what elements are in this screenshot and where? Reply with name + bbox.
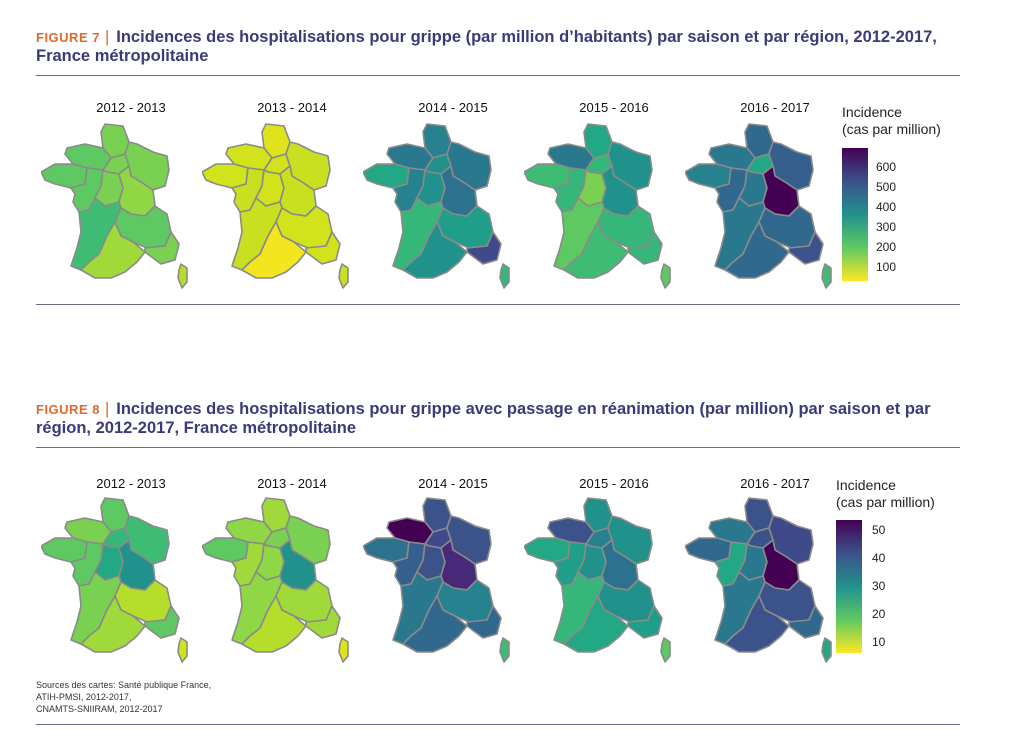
season-label: 2015 - 2016 <box>579 100 649 115</box>
region-corse <box>338 263 349 289</box>
region-provence-alpes-cote-d-azur <box>144 605 180 639</box>
france-map <box>41 497 188 663</box>
color-scale-bar <box>842 148 868 281</box>
legend-tick: 40 <box>872 551 886 565</box>
region-corse <box>499 263 510 289</box>
page-bottom-rule <box>36 724 960 725</box>
legend-title-line2: (cas par million) <box>842 121 941 137</box>
region-provence-alpes-cote-d-azur <box>305 231 341 265</box>
legend: Incidence (cas par million) 50 40 30 20 … <box>836 477 935 653</box>
figure-7-title-text: Incidences des hospitalisations pour gri… <box>36 28 937 65</box>
legend-title-line1: Incidence <box>836 477 896 493</box>
region-occitanie <box>724 221 790 279</box>
sources-note: Sources des cartes: Santé publique Franc… <box>36 679 211 715</box>
region-provence-alpes-cote-d-azur <box>144 231 180 265</box>
legend-tick: 20 <box>872 607 886 621</box>
region-bretagne <box>41 537 88 563</box>
region-bretagne <box>524 537 571 563</box>
season-label: 2014 - 2015 <box>418 100 488 115</box>
region-corse <box>499 637 510 663</box>
legend-title-line1: Incidence <box>842 104 902 120</box>
sources-line: ATIH-PMSI, 2012-2017, <box>36 692 132 702</box>
season-label: 2014 - 2015 <box>418 476 488 491</box>
legend-tick: 100 <box>876 260 897 274</box>
figure-7-number: FIGURE 7 <box>36 30 100 45</box>
title-separator: | <box>104 28 110 46</box>
region-bretagne <box>202 163 249 189</box>
france-map <box>685 123 832 289</box>
region-corse <box>821 263 832 289</box>
sources-line: Sources des cartes: Santé publique Franc… <box>36 680 212 690</box>
legend-tick: 10 <box>872 635 886 649</box>
color-scale-bar <box>836 520 862 653</box>
legend-tick: 200 <box>876 240 897 254</box>
region-corse <box>338 637 349 663</box>
france-map <box>524 123 671 289</box>
region-occitanie <box>80 221 146 279</box>
figure-7-title: FIGURE 7 | Incidences des hospitalisations… <box>36 28 960 66</box>
season-label: 2015 - 2016 <box>579 476 649 491</box>
region-bretagne <box>685 537 732 563</box>
region-bretagne <box>41 163 88 189</box>
region-provence-alpes-cote-d-azur <box>788 231 824 265</box>
region-bretagne <box>363 163 410 189</box>
figure-8: FIGURE 8 | Incidences des hospitalisations… <box>36 400 960 663</box>
region-provence-alpes-cote-d-azur <box>466 605 502 639</box>
season-label: 2016 - 2017 <box>740 100 810 115</box>
france-map <box>202 123 349 289</box>
region-occitanie <box>724 595 790 653</box>
region-provence-alpes-cote-d-azur <box>305 605 341 639</box>
france-map <box>363 123 510 289</box>
france-map <box>524 497 671 663</box>
legend-tick: 600 <box>876 160 897 174</box>
legend-tick: 50 <box>872 523 886 537</box>
legend-tick: 300 <box>876 220 897 234</box>
region-bretagne <box>363 537 410 563</box>
figure-8-title-text: Incidences des hospitalisations pour gri… <box>36 400 931 437</box>
figure-7-top-rule <box>36 75 960 76</box>
sources-line: CNAMTS-SNIIRAM, 2012-2017 <box>36 704 163 714</box>
region-occitanie <box>402 595 468 653</box>
region-provence-alpes-cote-d-azur <box>788 605 824 639</box>
region-provence-alpes-cote-d-azur <box>627 231 663 265</box>
region-corse <box>660 263 671 289</box>
region-occitanie <box>563 595 629 653</box>
region-corse <box>177 637 188 663</box>
region-corse <box>177 263 188 289</box>
france-map <box>363 497 510 663</box>
legend-tick: 30 <box>872 579 886 593</box>
region-corse <box>660 637 671 663</box>
legend-title: Incidence (cas par million) <box>836 477 935 511</box>
season-label: 2016 - 2017 <box>740 476 810 491</box>
region-occitanie <box>563 221 629 279</box>
region-bretagne <box>202 537 249 563</box>
season-label: 2013 - 2014 <box>257 476 327 491</box>
region-corse <box>821 637 832 663</box>
france-map <box>202 497 349 663</box>
region-provence-alpes-cote-d-azur <box>627 605 663 639</box>
figure-8-number: FIGURE 8 <box>36 402 100 417</box>
legend-title-line2: (cas par million) <box>836 494 935 510</box>
season-label: 2012 - 2013 <box>96 476 166 491</box>
france-map <box>41 123 188 289</box>
france-map <box>685 497 832 663</box>
legend-tick: 500 <box>876 180 897 194</box>
figure-8-top-rule <box>36 447 960 448</box>
title-separator: | <box>104 400 110 418</box>
region-bretagne <box>685 163 732 189</box>
figure-7: FIGURE 7 | Incidences des hospitalisations… <box>36 28 960 305</box>
region-occitanie <box>80 595 146 653</box>
legend: Incidence (cas par million) 600 500 400 … <box>842 104 941 281</box>
season-label: 2012 - 2013 <box>96 100 166 115</box>
region-occitanie <box>241 221 307 279</box>
figure-7-bottom-rule <box>36 304 960 305</box>
legend-title: Incidence (cas par million) <box>842 104 941 138</box>
region-occitanie <box>241 595 307 653</box>
region-provence-alpes-cote-d-azur <box>466 231 502 265</box>
region-bretagne <box>524 163 571 189</box>
season-label: 2013 - 2014 <box>257 100 327 115</box>
figure-8-title: FIGURE 8 | Incidences des hospitalisations… <box>36 400 960 438</box>
region-occitanie <box>402 221 468 279</box>
legend-tick: 400 <box>876 200 897 214</box>
